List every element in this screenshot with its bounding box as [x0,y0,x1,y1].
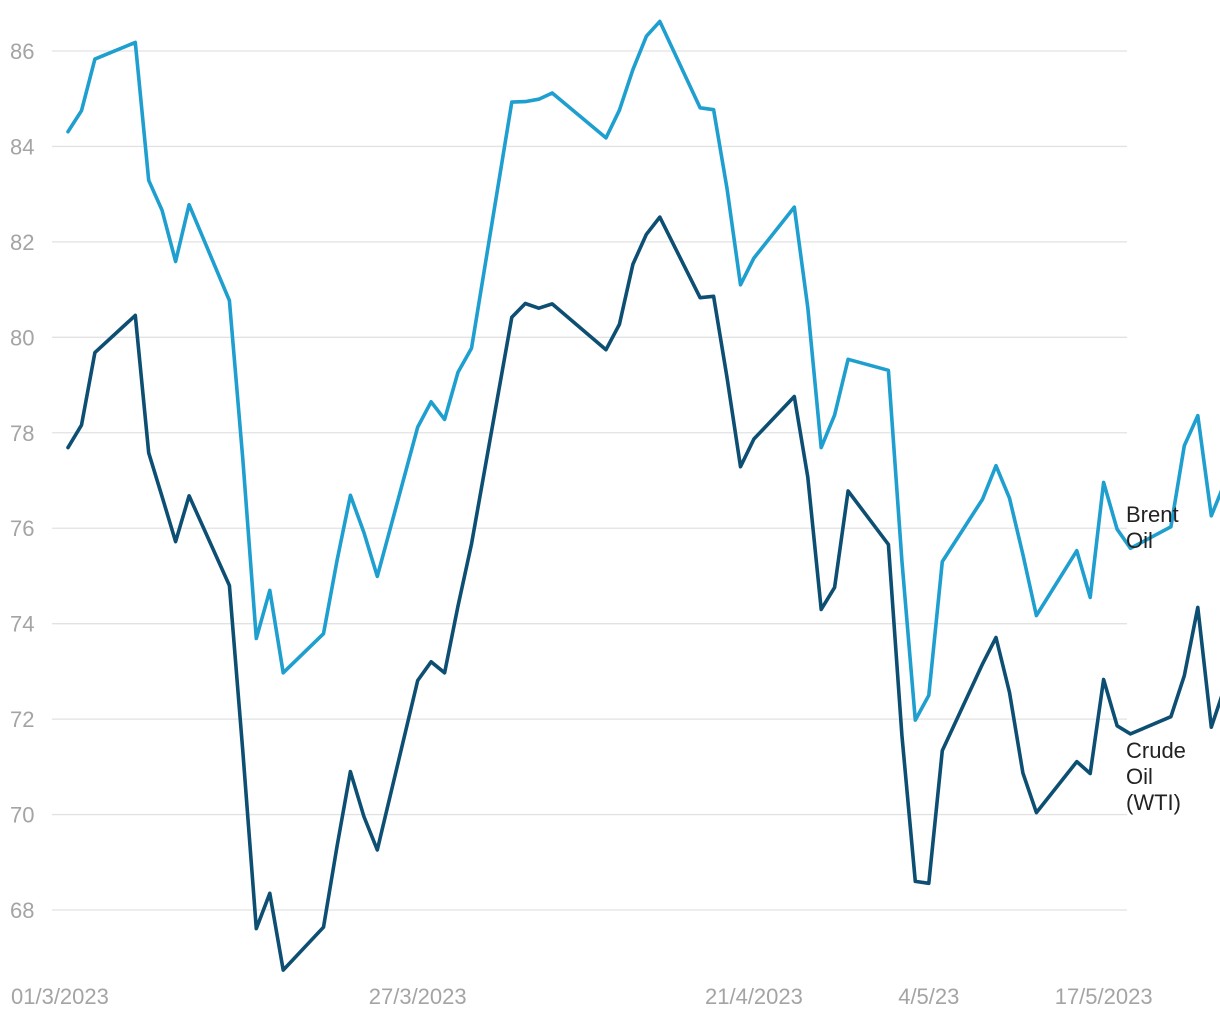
y-tick-label: 86 [10,39,34,64]
y-tick-label: 72 [10,707,34,732]
series-line-crude-oil-wti [66,215,1220,972]
gridlines [52,50,1127,911]
y-tick-label: 74 [10,612,34,637]
y-tick-label: 82 [10,230,34,255]
y-tick-label: 70 [10,803,34,828]
series-labels: Brent Oil Crude Oil (WTI) [1126,502,1186,815]
x-tick-label: 21/4/2023 [705,984,803,1009]
y-tick-label: 80 [10,325,34,350]
series-lines [66,19,1220,972]
series-label-crude-oil-wti: Crude Oil (WTI) [1126,738,1186,815]
y-tick-label: 68 [10,898,34,923]
x-tick-label: 27/3/2023 [369,984,467,1009]
y-tick-label: 78 [10,421,34,446]
x-tick-label: 17/5/2023 [1055,984,1153,1009]
y-tick-label: 84 [10,134,34,159]
y-axis-tick-labels: 68 70 72 74 76 78 80 82 84 86 [10,39,34,923]
y-tick-label: 76 [10,516,34,541]
series-label-brent-oil: Brent Oil [1126,502,1179,553]
x-axis-tick-labels: 01/3/2023 27/3/2023 21/4/2023 4/5/23 17/5/20… [11,984,1153,1009]
x-tick-label: 4/5/23 [898,984,959,1009]
x-tick-label: 01/3/2023 [11,984,109,1009]
series-line-brent-oil [66,19,1220,722]
